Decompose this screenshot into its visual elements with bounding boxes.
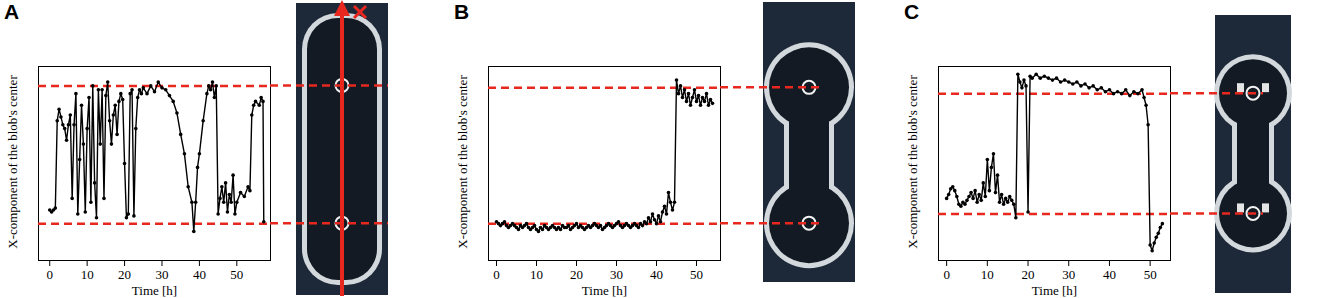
svg-text:50: 50 (230, 267, 243, 282)
svg-text:40: 40 (193, 267, 206, 282)
svg-text:10: 10 (530, 267, 543, 282)
svg-text:Time [h]: Time [h] (132, 283, 177, 298)
html-text:X-component of the blob's cent: X-component of the blob's center (5, 75, 20, 249)
svg-text:10: 10 (981, 267, 994, 282)
svg-text:10: 10 (81, 267, 94, 282)
svg-text:20: 20 (118, 267, 131, 282)
svg-text:40: 40 (1103, 267, 1116, 282)
svg-text:30: 30 (155, 267, 168, 282)
svg-text:Time [h]: Time [h] (1032, 283, 1077, 298)
html-text:C: C (904, 0, 920, 23)
svg-text:50: 50 (1144, 267, 1157, 282)
svg-text:30: 30 (610, 267, 623, 282)
svg-text:20: 20 (570, 267, 583, 282)
svg-text:0: 0 (943, 267, 950, 282)
svg-text:20: 20 (1022, 267, 1035, 282)
svg-text:30: 30 (1062, 267, 1075, 282)
svg-text:50: 50 (690, 267, 703, 282)
html-text:X-component of the blob's cent: X-component of the blob's center (455, 75, 470, 249)
svg-text:40: 40 (650, 267, 663, 282)
svg-text:Time [h]: Time [h] (582, 283, 627, 298)
html-text:B: B (454, 0, 470, 23)
svg-text:0: 0 (493, 267, 500, 282)
svg-text:0: 0 (46, 267, 53, 282)
html-text:X-component of the blob's cent: X-component of the blob's center (905, 75, 920, 249)
html-text:A: A (4, 0, 20, 23)
